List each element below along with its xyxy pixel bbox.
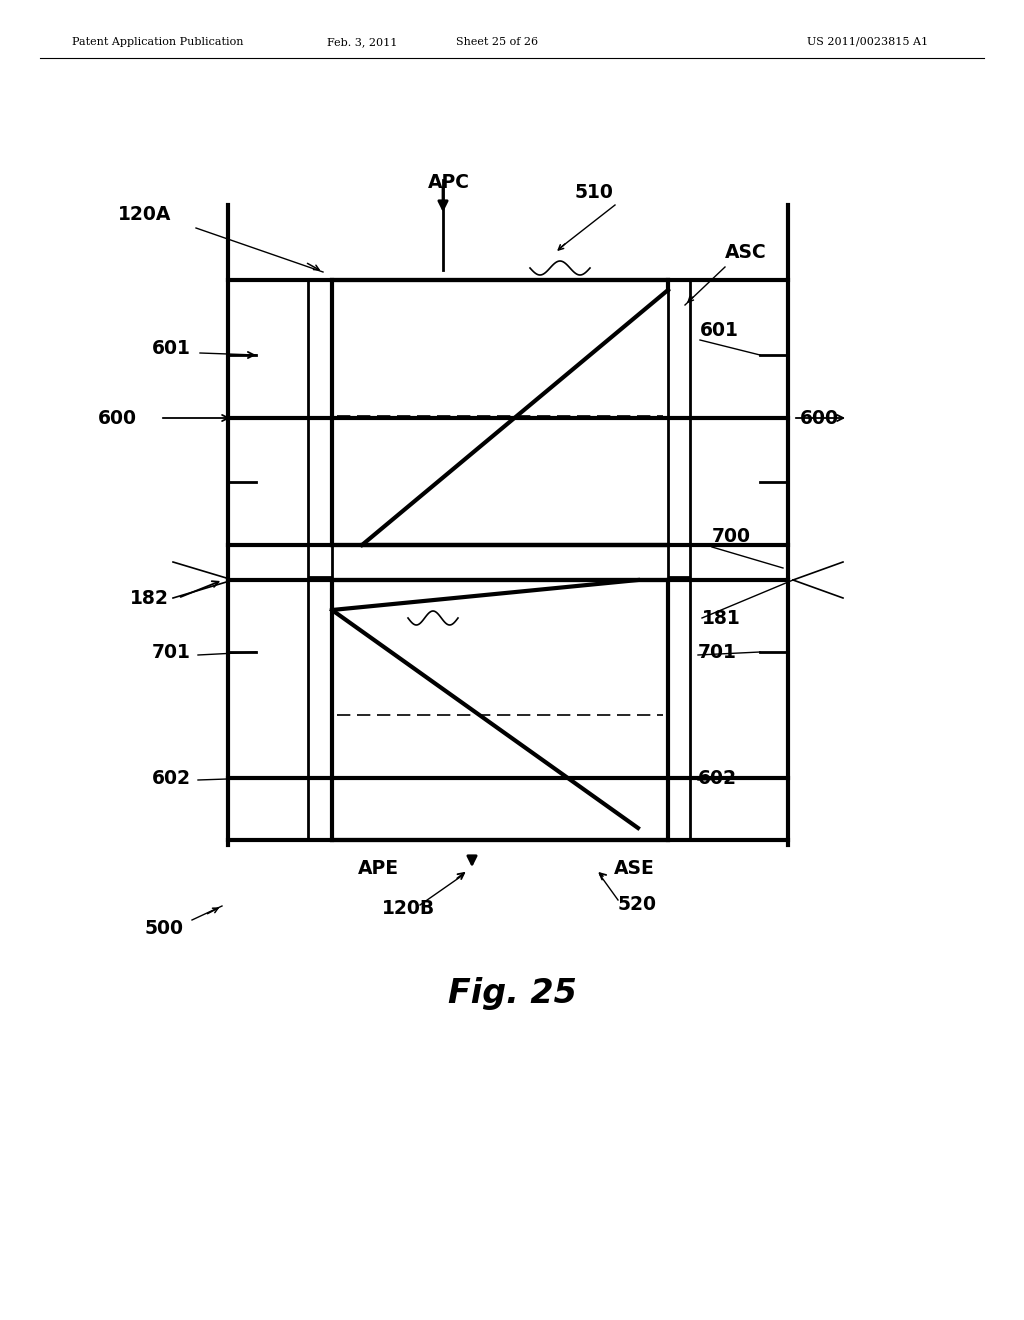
Text: 600: 600 <box>800 408 839 428</box>
Bar <box>308 579 332 840</box>
Text: 701: 701 <box>152 643 190 661</box>
Text: 600: 600 <box>98 408 137 428</box>
Text: US 2011/0023815 A1: US 2011/0023815 A1 <box>808 37 929 48</box>
Text: 182: 182 <box>130 589 169 607</box>
Text: 120B: 120B <box>382 899 435 917</box>
Text: 181: 181 <box>702 609 740 627</box>
Bar <box>668 579 690 840</box>
Text: 700: 700 <box>712 528 751 546</box>
Text: Feb. 3, 2011: Feb. 3, 2011 <box>327 37 397 48</box>
Text: ASC: ASC <box>725 243 767 261</box>
Text: APC: APC <box>428 173 470 193</box>
Text: 602: 602 <box>698 768 737 788</box>
Text: 500: 500 <box>145 919 184 937</box>
Text: ASE: ASE <box>614 858 654 878</box>
Text: Sheet 25 of 26: Sheet 25 of 26 <box>456 37 538 48</box>
Text: 602: 602 <box>152 768 191 788</box>
Text: APE: APE <box>358 858 399 878</box>
Bar <box>668 280 690 577</box>
Text: 520: 520 <box>618 895 657 915</box>
Text: 601: 601 <box>152 338 190 358</box>
Text: Fig. 25: Fig. 25 <box>447 977 577 1010</box>
Text: 601: 601 <box>700 321 739 339</box>
Text: Patent Application Publication: Patent Application Publication <box>72 37 244 48</box>
Text: 510: 510 <box>575 182 613 202</box>
Bar <box>308 280 332 577</box>
Text: 701: 701 <box>698 643 737 661</box>
Text: 120A: 120A <box>118 206 171 224</box>
